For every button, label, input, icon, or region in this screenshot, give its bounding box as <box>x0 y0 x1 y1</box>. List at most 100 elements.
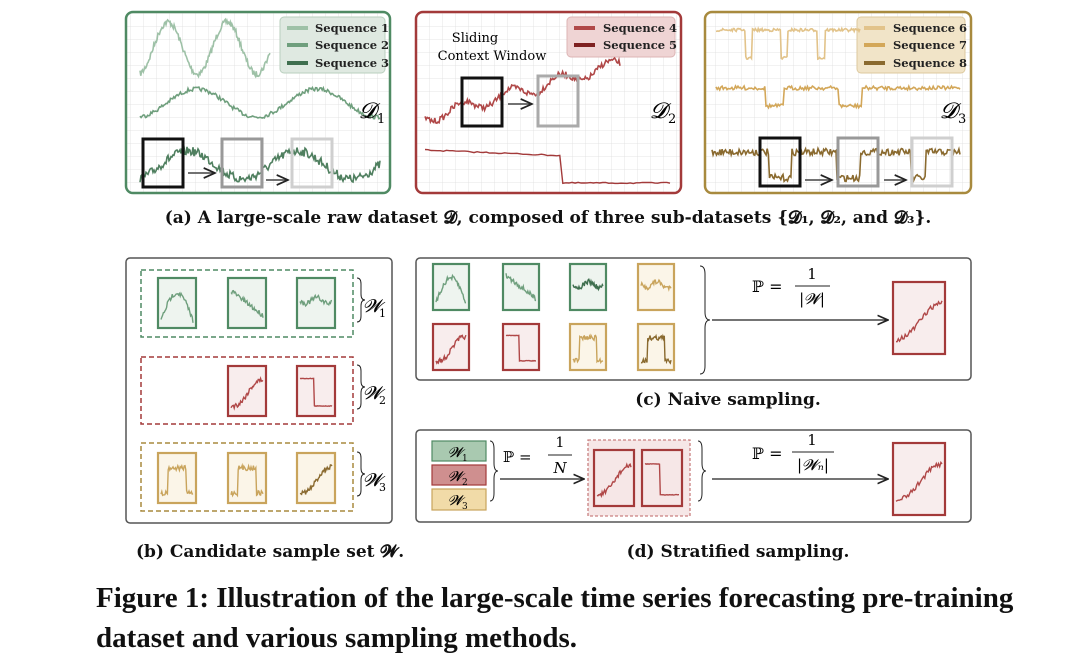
naive-prob-num: 1 <box>807 265 817 283</box>
sample-window <box>636 262 676 312</box>
panel-d2: Sequence 4 Sequence 5 Sliding Context Wi… <box>414 10 683 195</box>
naive-prob-den: |𝓦| <box>799 290 825 308</box>
d2-label-sub: 2 <box>668 112 676 127</box>
d1-label-sub: 1 <box>377 112 385 127</box>
w1-brace <box>356 277 366 323</box>
sample-window <box>568 262 608 312</box>
sample-line <box>644 463 679 496</box>
sequence-7-line <box>715 84 961 110</box>
sample-line <box>505 334 537 362</box>
sample-line <box>230 375 264 411</box>
d2-window-1 <box>460 76 504 128</box>
sample-window <box>156 276 198 330</box>
sample-window <box>501 322 541 372</box>
sample-line <box>435 334 467 365</box>
sequence-5-line <box>424 148 671 185</box>
panel-c-samples <box>431 262 676 372</box>
stratified-output-sample <box>891 441 947 517</box>
d1-legend-3: Sequence 3 <box>315 56 389 70</box>
sample-window <box>891 441 947 517</box>
stratum-w1-label: 𝓦 <box>448 445 466 461</box>
panel-b-samples <box>156 276 337 505</box>
sample-window <box>431 262 471 312</box>
d3-legend-1: Sequence 6 <box>893 21 967 35</box>
d3-window-3 <box>910 136 954 188</box>
sample-window <box>592 448 636 508</box>
sample-window <box>226 451 268 505</box>
sample-window <box>501 262 541 312</box>
stratum-w1-sub: 1 <box>462 454 468 464</box>
d2-annotation-2: Context Window <box>438 49 547 64</box>
sample-line <box>230 462 264 498</box>
naive-output-sample <box>891 280 947 356</box>
strata-brace <box>489 440 499 502</box>
sample-window <box>295 451 337 505</box>
panel-b: 𝓦 1 𝓦 2 𝓦 3 <box>125 257 393 524</box>
d1-legend-1: Sequence 1 <box>315 21 389 35</box>
sample-line <box>435 273 466 304</box>
d2-label: 𝓓 <box>650 99 672 124</box>
stratum-w2-label: 𝓦 <box>448 469 466 485</box>
sample-line <box>299 377 333 407</box>
d3-label-sub: 3 <box>958 112 966 127</box>
d1-legend: Sequence 1 Sequence 2 Sequence 3 <box>279 16 389 74</box>
stratum-brace <box>697 440 707 502</box>
sample-frame <box>636 322 676 372</box>
sample-frame <box>156 451 198 505</box>
w2-brace <box>356 364 366 410</box>
stratum-w3-sub: 3 <box>462 502 468 512</box>
stratum-prob-den: |𝓦ₙ| <box>797 456 829 474</box>
naive-prob-lhs: ℙ = <box>752 277 783 296</box>
panel-d3: Sequence 6 Sequence 7 Sequence 8 𝓓 3 <box>703 10 973 195</box>
naive-brace <box>699 265 711 375</box>
d3-window-2 <box>836 136 880 188</box>
w2-label: 𝓦 <box>363 383 386 404</box>
sequence-3-line <box>139 145 381 184</box>
w2-label-sub: 2 <box>379 394 386 407</box>
d1-legend-2: Sequence 2 <box>315 38 389 52</box>
sample-window <box>156 451 198 505</box>
sample-frame <box>592 448 636 508</box>
sequence-6-line <box>715 26 861 61</box>
d2-legend-1: Sequence 4 <box>603 21 677 35</box>
sample-line <box>299 464 333 496</box>
w3-label: 𝓦 <box>363 470 386 491</box>
stratum-w1 <box>431 440 487 462</box>
strata-prob-num: 1 <box>556 435 565 451</box>
sample-line <box>160 291 194 323</box>
sample-frame <box>501 322 541 372</box>
caption-a: (a) A large-scale raw dataset 𝓓, compose… <box>165 208 932 228</box>
stratum-w3-label: 𝓦 <box>448 493 466 509</box>
panel-d-frame <box>415 429 972 523</box>
sample-frame <box>640 448 684 508</box>
w3-label-sub: 3 <box>379 481 386 494</box>
d2-window-2 <box>536 74 580 128</box>
stratum-w2-sub: 2 <box>462 478 468 488</box>
figure-diagram: Sequence 1 Sequence 2 Sequence 3 𝓓 1 Seq… <box>124 10 973 562</box>
sample-line <box>596 462 632 499</box>
sample-line <box>230 289 264 318</box>
d1-window-1 <box>141 137 185 189</box>
d3-window-1 <box>758 136 802 188</box>
w2-group <box>140 356 354 425</box>
d2-annotation-1: Sliding <box>452 31 498 46</box>
sample-window <box>226 276 268 330</box>
sample-frame <box>295 364 337 418</box>
sample-line <box>640 278 672 292</box>
w3-group <box>140 442 354 512</box>
sample-frame <box>431 262 471 312</box>
sample-window <box>431 322 471 372</box>
sequence-8-line <box>711 146 961 183</box>
sample-window <box>636 322 676 372</box>
w1-label-sub: 1 <box>379 307 386 320</box>
sample-frame <box>501 262 541 312</box>
sample-line <box>572 333 604 365</box>
sample-window <box>295 276 337 330</box>
panel-d: 𝓦 1 𝓦 2 𝓦 3 ℙ = 1 N ℙ = 1 |𝓦ₙ| <box>415 429 972 523</box>
sequence-2-line <box>139 85 381 120</box>
strata-prob-lhs: ℙ = <box>503 448 532 466</box>
sample-frame <box>568 322 608 372</box>
stratum-w2 <box>431 464 487 486</box>
sample-line <box>895 460 943 502</box>
w1-label: 𝓦 <box>363 296 386 317</box>
